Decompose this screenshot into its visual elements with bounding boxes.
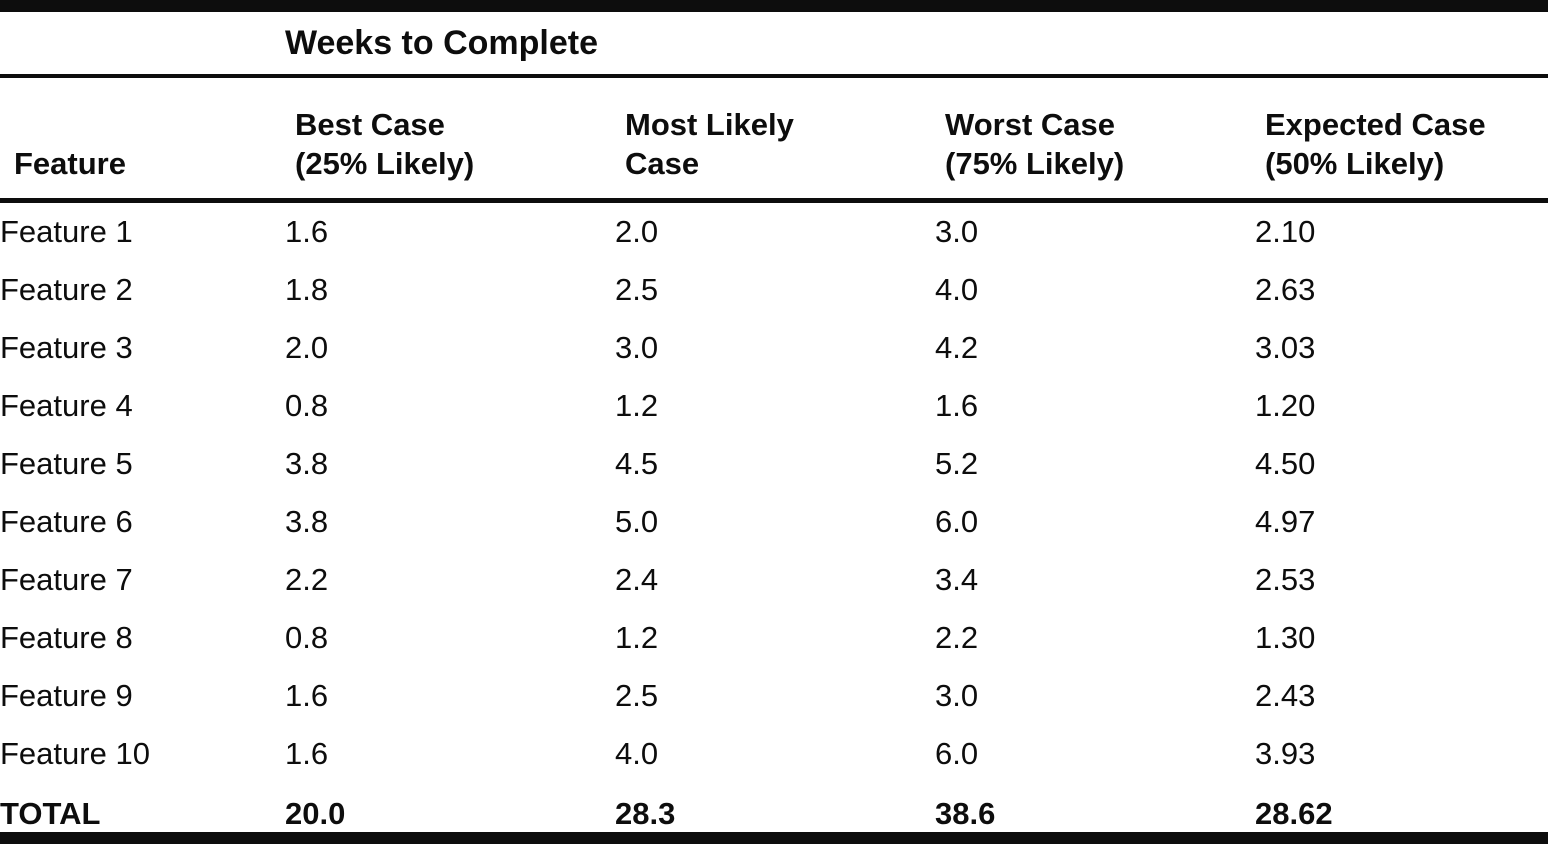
value-cell: 3.8 — [285, 446, 329, 481]
column-header-line1: Expected Case — [1265, 106, 1486, 142]
value-cell: 3.0 — [935, 214, 979, 249]
value-cell: 2.0 — [285, 330, 329, 365]
table-row: Feature 6 3.8 5.0 6.0 4.97 — [0, 493, 1548, 551]
value-cell: 38.6 — [935, 796, 996, 831]
value-cell: 1.20 — [1255, 388, 1316, 423]
column-header-line2: Case — [625, 146, 700, 182]
value-cell: 3.03 — [1255, 330, 1316, 365]
column-header-row: Feature Best Case (25% Likely) Most Like… — [0, 76, 1548, 203]
feature-label: Feature 7 — [0, 562, 133, 597]
column-header-line1: Worst Case — [945, 106, 1115, 142]
column-header-feature: Feature — [0, 76, 285, 203]
value-cell: 3.0 — [615, 330, 659, 365]
value-cell: 2.2 — [935, 620, 979, 655]
table-row: Feature 5 3.8 4.5 5.2 4.50 — [0, 435, 1548, 493]
feature-label: Feature 1 — [0, 214, 133, 249]
table-row: Feature 7 2.2 2.4 3.4 2.53 — [0, 551, 1548, 609]
table-row: Feature 2 1.8 2.5 4.0 2.63 — [0, 261, 1548, 319]
value-cell: 0.8 — [285, 620, 329, 655]
estimation-table: Weeks to Complete Feature Best Case (25%… — [0, 12, 1548, 833]
value-cell: 1.2 — [615, 388, 659, 423]
span-header-row: Weeks to Complete — [0, 12, 1548, 78]
total-row: TOTAL 20.0 28.3 38.6 28.62 — [0, 783, 1548, 832]
feature-label: Feature 5 — [0, 446, 133, 481]
value-cell: 2.4 — [615, 562, 659, 597]
value-cell: 28.62 — [1255, 796, 1333, 831]
value-cell: 4.0 — [615, 736, 659, 771]
table-row: Feature 1 1.6 2.0 3.0 2.10 — [0, 201, 1548, 262]
table-row: Feature 3 2.0 3.0 4.2 3.03 — [0, 319, 1548, 377]
value-cell: 4.2 — [935, 330, 979, 365]
column-header-line1: Best Case — [295, 106, 445, 142]
value-cell: 28.3 — [615, 796, 676, 831]
feature-label: Feature 8 — [0, 620, 133, 655]
value-cell: 2.2 — [285, 562, 329, 597]
value-cell: 2.5 — [615, 272, 659, 307]
value-cell: 2.43 — [1255, 678, 1316, 713]
column-header-line2: (75% Likely) — [945, 146, 1125, 182]
value-cell: 1.6 — [285, 678, 329, 713]
value-cell: 2.53 — [1255, 562, 1316, 597]
value-cell: 1.6 — [285, 736, 329, 771]
feature-label: Feature 3 — [0, 330, 133, 365]
value-cell: 3.0 — [935, 678, 979, 713]
table-row: Feature 8 0.8 1.2 2.2 1.30 — [0, 609, 1548, 667]
column-header-expected-case: Expected Case (50% Likely) — [1255, 76, 1548, 203]
feature-label: Feature 2 — [0, 272, 133, 307]
value-cell: 1.8 — [285, 272, 329, 307]
span-header-title: Weeks to Complete — [285, 12, 1548, 78]
value-cell: 1.6 — [285, 214, 329, 249]
feature-label: Feature 10 — [0, 736, 150, 771]
span-header-spacer — [0, 12, 285, 78]
value-cell: 4.97 — [1255, 504, 1316, 539]
total-label: TOTAL — [0, 796, 101, 831]
table-body: Feature 1 1.6 2.0 3.0 2.10 Feature 2 1.8 2.5 4.0… — [0, 201, 1548, 833]
value-cell: 2.0 — [615, 214, 659, 249]
value-cell: 1.6 — [935, 388, 979, 423]
column-header-line2: (50% Likely) — [1265, 146, 1445, 182]
value-cell: 5.2 — [935, 446, 979, 481]
value-cell: 3.8 — [285, 504, 329, 539]
column-header-line2: (25% Likely) — [295, 146, 475, 182]
value-cell: 5.0 — [615, 504, 659, 539]
value-cell: 0.8 — [285, 388, 329, 423]
value-cell: 4.0 — [935, 272, 979, 307]
table-row: Feature 10 1.6 4.0 6.0 3.93 — [0, 725, 1548, 783]
value-cell: 4.50 — [1255, 446, 1316, 481]
feature-label: Feature 9 — [0, 678, 133, 713]
feature-label: Feature 4 — [0, 388, 133, 423]
feature-label: Feature 6 — [0, 504, 133, 539]
value-cell: 4.5 — [615, 446, 659, 481]
value-cell: 6.0 — [935, 504, 979, 539]
column-header-worst-case: Worst Case (75% Likely) — [935, 76, 1255, 203]
value-cell: 20.0 — [285, 796, 346, 831]
value-cell: 2.63 — [1255, 272, 1316, 307]
column-header-line1: Most Likely — [625, 106, 794, 142]
value-cell: 6.0 — [935, 736, 979, 771]
value-cell: 1.30 — [1255, 620, 1316, 655]
value-cell: 2.10 — [1255, 214, 1316, 249]
column-header-best-case: Best Case (25% Likely) — [285, 76, 615, 203]
value-cell: 3.4 — [935, 562, 979, 597]
table-row: Feature 9 1.6 2.5 3.0 2.43 — [0, 667, 1548, 725]
value-cell: 1.2 — [615, 620, 659, 655]
table-row: Feature 4 0.8 1.2 1.6 1.20 — [0, 377, 1548, 435]
value-cell: 2.5 — [615, 678, 659, 713]
table-head: Weeks to Complete Feature Best Case (25%… — [0, 12, 1548, 203]
value-cell: 3.93 — [1255, 736, 1316, 771]
column-header-most-likely: Most Likely Case — [615, 76, 935, 203]
